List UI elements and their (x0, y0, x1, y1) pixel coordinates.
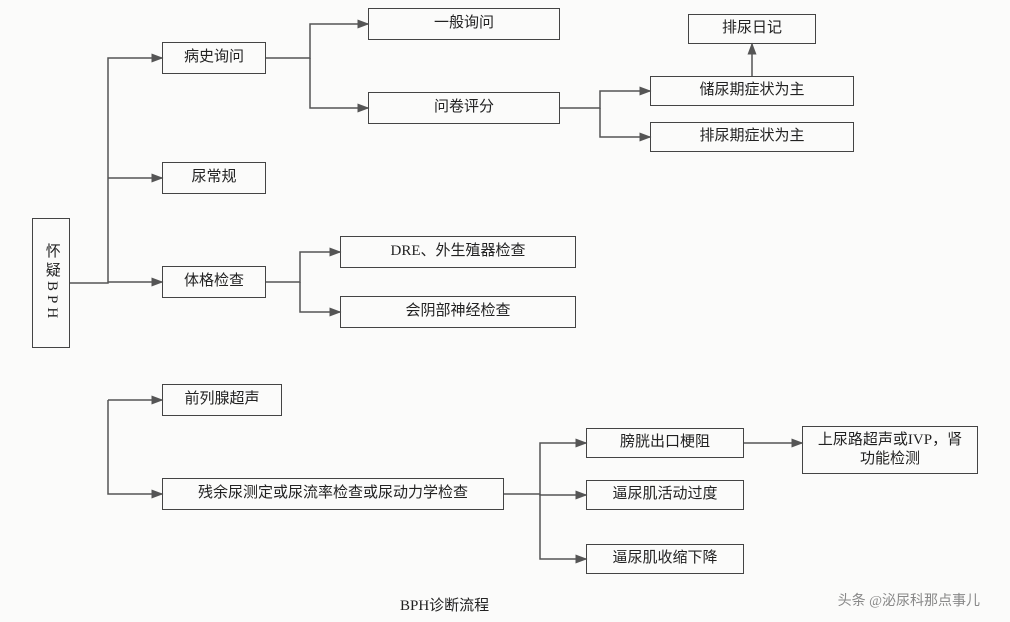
node-quest: 问卷评分 (368, 92, 560, 124)
node-underactive: 逼尿肌收缩下降 (586, 544, 744, 574)
node-ultrasound-label: 前列腺超声 (184, 390, 259, 410)
node-general-q: 一般询问 (368, 8, 560, 40)
node-overactive-label: 逼尿肌活动过度 (612, 485, 717, 505)
node-diary-label: 排尿日记 (722, 19, 782, 39)
node-root-label: 怀疑BPH (41, 243, 61, 322)
node-urodynamic-label: 残余尿测定或尿流率检查或尿动力学检查 (198, 484, 468, 504)
node-ivp: 上尿路超声或IVP，肾功能检测 (802, 426, 978, 474)
node-history: 病史询问 (162, 42, 266, 74)
diagram-title: BPH诊断流程 (400, 594, 489, 615)
node-boo-label: 膀胱出口梗阻 (620, 433, 710, 453)
node-ivp-label: 上尿路超声或IVP，肾功能检测 (811, 431, 969, 470)
node-urinalysis: 尿常规 (162, 162, 266, 194)
node-urodynamic: 残余尿测定或尿流率检查或尿动力学检查 (162, 478, 504, 510)
watermark-text: 头条 @泌尿科那点事儿 (838, 590, 980, 610)
node-voiding-label: 排尿期症状为主 (699, 127, 804, 147)
node-physical: 体格检查 (162, 266, 266, 298)
node-root: 怀疑BPH (32, 218, 70, 348)
node-storage: 储尿期症状为主 (650, 76, 854, 106)
node-perineal-label: 会阴部神经检查 (405, 302, 510, 322)
node-general-q-label: 一般询问 (434, 14, 494, 34)
node-history-label: 病史询问 (184, 48, 244, 68)
node-dre-label: DRE、外生殖器检查 (390, 242, 525, 262)
node-boo: 膀胱出口梗阻 (586, 428, 744, 458)
node-underactive-label: 逼尿肌收缩下降 (612, 549, 717, 569)
node-perineal: 会阴部神经检查 (340, 296, 576, 328)
node-physical-label: 体格检查 (184, 272, 244, 292)
node-urinalysis-label: 尿常规 (191, 168, 236, 188)
node-diary: 排尿日记 (688, 14, 816, 44)
node-overactive: 逼尿肌活动过度 (586, 480, 744, 510)
node-ultrasound: 前列腺超声 (162, 384, 282, 416)
node-dre: DRE、外生殖器检查 (340, 236, 576, 268)
node-storage-label: 储尿期症状为主 (699, 81, 804, 101)
node-quest-label: 问卷评分 (434, 98, 494, 118)
node-voiding: 排尿期症状为主 (650, 122, 854, 152)
